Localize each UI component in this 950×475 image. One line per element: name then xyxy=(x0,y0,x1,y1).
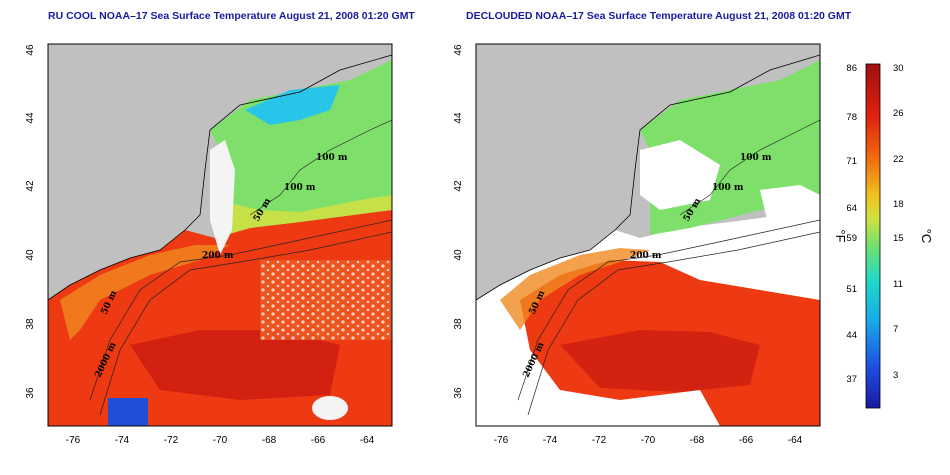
left-contour-label-200: 200 m xyxy=(202,251,234,261)
left-contour-label-100b: 100 m xyxy=(284,183,316,193)
cb-f-tick-78: 78 xyxy=(846,112,857,123)
cb-f-tick-37: 37 xyxy=(846,374,857,385)
cb-c-tick-7: 7 xyxy=(893,324,898,335)
cb-f-tick-71: 71 xyxy=(846,156,857,167)
cb-c-tick-22: 22 xyxy=(893,154,904,165)
cb-f-tick-59: 59 xyxy=(846,233,857,244)
right-map-frame xyxy=(475,43,821,427)
left-lon-axis: -76 -74 -72 -70 -68 -66 -64 xyxy=(66,435,375,446)
right-lon-tick-68: -68 xyxy=(690,435,705,446)
cb-c-tick-30: 30 xyxy=(893,63,904,74)
colorbar-celsius-ticks: 30 26 22 18 15 11 7 3 xyxy=(893,63,904,381)
colorbar: 86 78 71 64 59 51 44 37 30 26 22 18 15 1… xyxy=(833,63,934,409)
left-map-title: RU COOL NOAA–17 Sea Surface Temperature … xyxy=(48,10,415,22)
cb-f-tick-51: 51 xyxy=(846,284,857,295)
right-lat-tick-36: 36 xyxy=(453,387,464,399)
cb-c-tick-26: 26 xyxy=(893,108,904,119)
left-contour-line-c xyxy=(249,119,392,216)
left-lon-tick-66: -66 xyxy=(311,435,326,446)
left-lon-tick-74: -74 xyxy=(115,435,130,446)
left-cloud-speckle xyxy=(260,260,392,340)
right-warm-core xyxy=(560,330,760,392)
left-warm-core xyxy=(130,330,340,400)
left-lat-axis: 46 44 42 40 38 36 xyxy=(25,44,36,399)
left-lat-tick-46: 46 xyxy=(25,44,36,56)
left-lat-tick-42: 42 xyxy=(25,180,36,192)
colorbar-fahrenheit-unit: °F xyxy=(833,229,848,242)
right-cloud-gap xyxy=(640,140,720,210)
left-lat-tick-36: 36 xyxy=(25,387,36,399)
left-cold-artifact xyxy=(108,398,148,426)
right-lat-tick-38: 38 xyxy=(453,318,464,330)
colorbar-gradient xyxy=(865,63,881,409)
left-cloud-patch xyxy=(312,396,348,420)
right-lat-tick-46: 46 xyxy=(453,44,464,56)
right-lat-tick-40: 40 xyxy=(453,249,464,261)
cb-f-tick-86: 86 xyxy=(846,63,857,74)
left-contour-line-b xyxy=(99,231,392,416)
left-lat-tick-44: 44 xyxy=(25,112,36,124)
left-coastline xyxy=(48,54,392,301)
right-contour-label-200: 200 m xyxy=(630,251,662,261)
left-lon-tick-72: -72 xyxy=(164,435,179,446)
right-lon-tick-74: -74 xyxy=(543,435,558,446)
right-contour-label-100b: 100 m xyxy=(712,183,744,193)
cb-f-tick-44: 44 xyxy=(846,330,857,341)
right-lon-tick-72: -72 xyxy=(592,435,607,446)
left-lon-tick-68: -68 xyxy=(262,435,277,446)
right-lat-axis: 46 44 42 40 38 36 xyxy=(453,44,464,399)
left-gulf-of-maine xyxy=(210,60,392,238)
right-map-title: DECLOUDED NOAA–17 Sea Surface Temperatur… xyxy=(466,10,852,22)
colorbar-fahrenheit-ticks: 86 78 71 64 59 51 44 37 xyxy=(846,63,857,385)
right-contour-line-a xyxy=(517,219,820,401)
cb-c-tick-11: 11 xyxy=(893,279,903,290)
right-lat-tick-42: 42 xyxy=(453,180,464,192)
right-lon-axis: -76 -74 -72 -70 -68 -66 -64 xyxy=(494,435,803,446)
left-lat-tick-38: 38 xyxy=(25,318,36,330)
right-cloud-gap-east xyxy=(760,185,820,232)
right-contour-label-100a: 100 m xyxy=(740,153,772,163)
right-lon-tick-64: -64 xyxy=(788,435,803,446)
right-contour-line-b xyxy=(527,231,820,416)
left-lat-tick-40: 40 xyxy=(25,249,36,261)
right-shelf-water xyxy=(500,248,650,330)
right-map: 100 m 100 m 50 m 200 m 50 m 2000 m 46 44… xyxy=(453,43,821,446)
right-coastline xyxy=(476,54,820,301)
left-shelf-water xyxy=(60,245,230,340)
right-lon-tick-70: -70 xyxy=(641,435,656,446)
right-lon-tick-66: -66 xyxy=(739,435,754,446)
left-map: 100 m 100 m 50 m 200 m 50 m 2000 m 46 44… xyxy=(25,43,393,446)
left-cape-cod-cloud xyxy=(210,140,235,255)
left-yellow-front xyxy=(215,195,392,238)
right-lon-tick-76: -76 xyxy=(494,435,509,446)
left-map-frame xyxy=(47,43,393,427)
cb-c-tick-18: 18 xyxy=(893,199,904,210)
colorbar-celsius-unit: °C xyxy=(919,229,934,244)
left-lon-tick-64: -64 xyxy=(360,435,375,446)
cb-c-tick-3: 3 xyxy=(893,370,898,381)
left-lon-tick-76: -76 xyxy=(66,435,81,446)
left-cold-water xyxy=(245,85,340,125)
left-contour-line-a xyxy=(89,219,392,401)
right-lat-tick-44: 44 xyxy=(453,112,464,124)
cb-f-tick-64: 64 xyxy=(846,203,857,214)
cb-c-tick-15: 15 xyxy=(893,233,904,244)
left-lon-tick-70: -70 xyxy=(213,435,228,446)
right-contour-line-c xyxy=(679,119,820,216)
left-contour-label-100a: 100 m xyxy=(316,153,348,163)
